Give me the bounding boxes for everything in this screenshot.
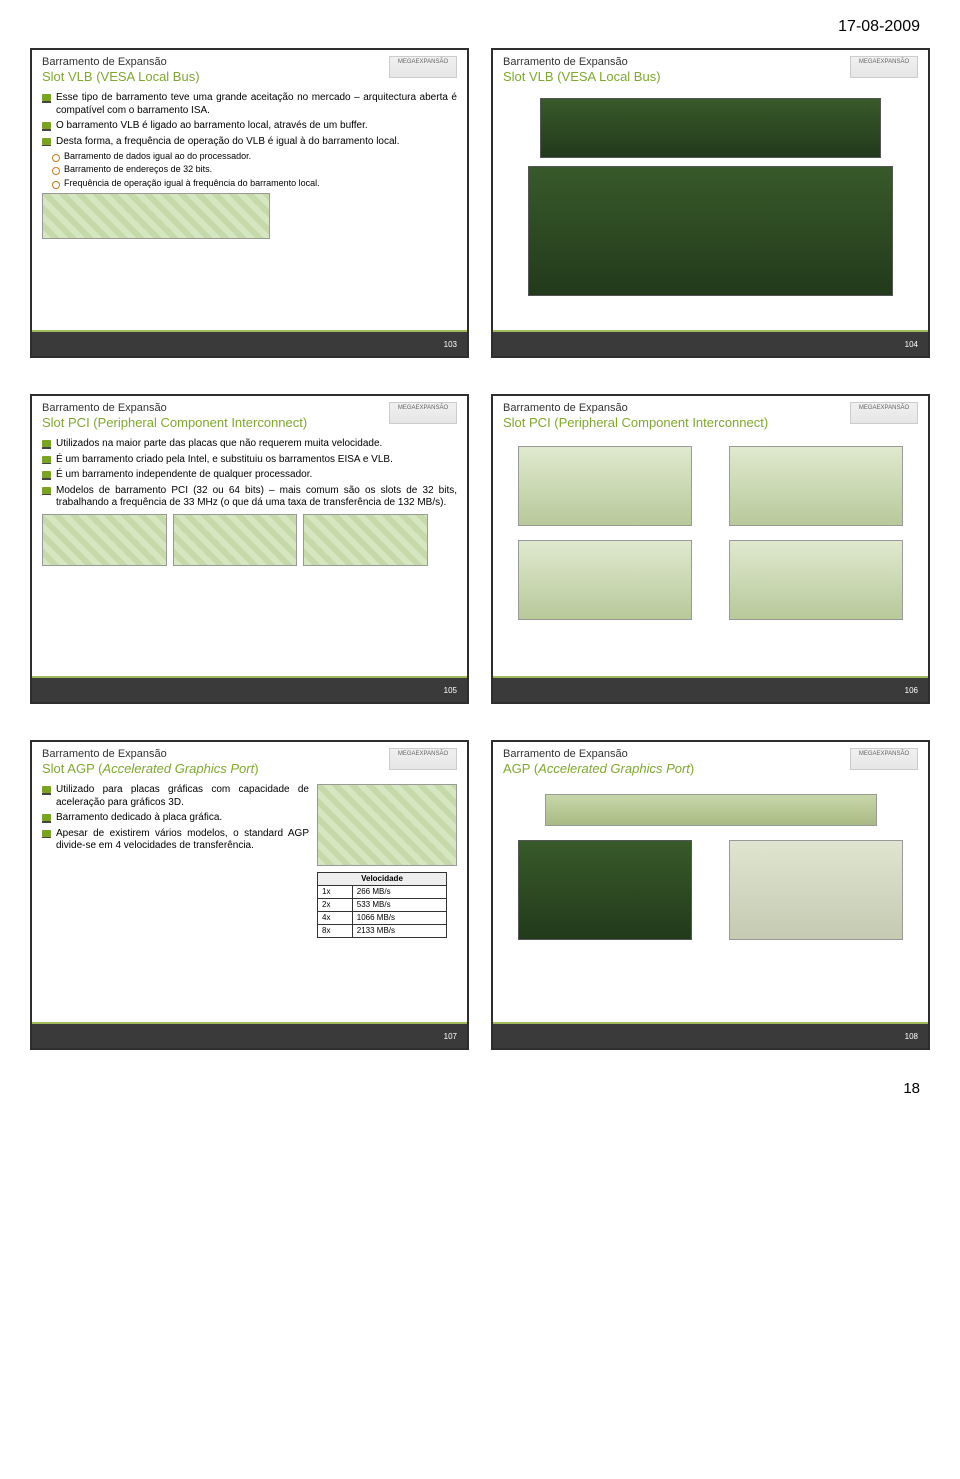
logo: MEGAEXPANSÃO [389,56,457,78]
slide-footer: 105 [32,676,467,702]
slide-number: 106 [905,686,918,695]
slide-category: Barramento de Expansão [42,748,389,760]
title-italic: Accelerated Graphics Port [102,761,254,776]
table-row: 4x1066 MB/s [318,912,447,925]
logo: MEGAEXPANSÃO [389,402,457,424]
image-placeholder [42,514,167,566]
slide-header: Barramento de Expansão Slot PCI (Periphe… [493,396,928,432]
slide-footer: 104 [493,330,928,356]
image-placeholder [518,840,692,940]
image-placeholder [528,166,893,296]
image-placeholder [540,98,880,158]
slide-title: Slot AGP (Accelerated Graphics Port) [42,761,389,776]
image-placeholder [518,446,692,526]
slide-number: 103 [444,340,457,349]
slide-footer: 106 [493,676,928,702]
agp-speed-table: Velocidade 1x266 MB/s 2x533 MB/s 4x1066 … [317,872,447,938]
slide-category: Barramento de Expansão [42,56,389,68]
slide-title: Slot VLB (VESA Local Bus) [503,69,850,84]
table-header: Velocidade [318,873,447,886]
bullet: Utilizado para placas gráficas com capac… [42,784,309,809]
slide-header: Barramento de Expansão Slot VLB (VESA Lo… [493,50,928,86]
bullet: Utilizados na maior parte das placas que… [42,438,457,451]
slide-title: Slot PCI (Peripheral Component Interconn… [503,415,850,430]
logo: MEGAEXPANSÃO [850,748,918,770]
slide-header: Barramento de Expansão Slot VLB (VESA Lo… [32,50,467,86]
slide-footer: 107 [32,1022,467,1048]
logo: MEGAEXPANSÃO [850,56,918,78]
image-placeholder [729,540,903,620]
slide-body [493,778,928,1022]
slide-body [493,86,928,330]
logo: MEGAEXPANSÃO [389,748,457,770]
slide-title: AGP (Accelerated Graphics Port) [503,761,850,776]
slide-category: Barramento de Expansão [42,402,389,414]
image-placeholder [545,794,877,826]
slide-106: Barramento de Expansão Slot PCI (Periphe… [491,394,930,704]
slide-107: Barramento de Expansão Slot AGP (Acceler… [30,740,469,1050]
sub-bullet: Barramento de dados igual ao do processa… [42,151,457,162]
slide-title: Slot VLB (VESA Local Bus) [42,69,389,84]
slide-number: 104 [905,340,918,349]
slide-category: Barramento de Expansão [503,56,850,68]
bullet: É um barramento independente de qualquer… [42,469,457,482]
image-placeholder [729,840,903,940]
slide-header: Barramento de Expansão Slot AGP (Acceler… [32,742,467,778]
slide-header: Barramento de Expansão Slot PCI (Periphe… [32,396,467,432]
image-placeholder [518,540,692,620]
image-placeholder [42,193,270,239]
slide-grid: Barramento de Expansão Slot VLB (VESA Lo… [30,48,930,1050]
table-row: 1x266 MB/s [318,886,447,899]
slide-number: 105 [444,686,457,695]
bullet: Apesar de existirem vários modelos, o st… [42,828,309,853]
sub-bullet: Barramento de endereços de 32 bits. [42,164,457,175]
logo: MEGAEXPANSÃO [850,402,918,424]
slide-body: Utilizado para placas gráficas com capac… [32,778,467,1022]
bullet: Modelos de barramento PCI (32 ou 64 bits… [42,485,457,510]
page-date: 17-08-2009 [30,18,930,36]
slide-104: Barramento de Expansão Slot VLB (VESA Lo… [491,48,930,358]
table-row: 2x533 MB/s [318,899,447,912]
slide-103: Barramento de Expansão Slot VLB (VESA Lo… [30,48,469,358]
slide-105: Barramento de Expansão Slot PCI (Periphe… [30,394,469,704]
sub-bullet: Frequência de operação igual à frequênci… [42,178,457,189]
slide-number: 107 [444,1032,457,1041]
bullet: É um barramento criado pela Intel, e sub… [42,454,457,467]
slide-number: 108 [905,1032,918,1041]
bullet: Esse tipo de barramento teve uma grande … [42,92,457,117]
image-placeholder [317,784,457,866]
slide-category: Barramento de Expansão [503,402,850,414]
title-italic: Accelerated Graphics Port [538,761,690,776]
image-placeholder [173,514,298,566]
slide-body: Esse tipo de barramento teve uma grande … [32,86,467,330]
image-placeholder [729,446,903,526]
bullet: Desta forma, a frequência de operação do… [42,136,457,149]
slide-footer: 103 [32,330,467,356]
page-number: 18 [30,1080,930,1097]
image-placeholder [303,514,428,566]
slide-header: Barramento de Expansão AGP (Accelerated … [493,742,928,778]
bullet: Barramento dedicado à placa gráfica. [42,812,309,825]
slide-footer: 108 [493,1022,928,1048]
slide-title: Slot PCI (Peripheral Component Interconn… [42,415,389,430]
slide-body: Utilizados na maior parte das placas que… [32,432,467,676]
slide-body [493,432,928,676]
slide-category: Barramento de Expansão [503,748,850,760]
slide-108: Barramento de Expansão AGP (Accelerated … [491,740,930,1050]
bullet: O barramento VLB é ligado ao barramento … [42,120,457,133]
table-row: 8x2133 MB/s [318,925,447,938]
